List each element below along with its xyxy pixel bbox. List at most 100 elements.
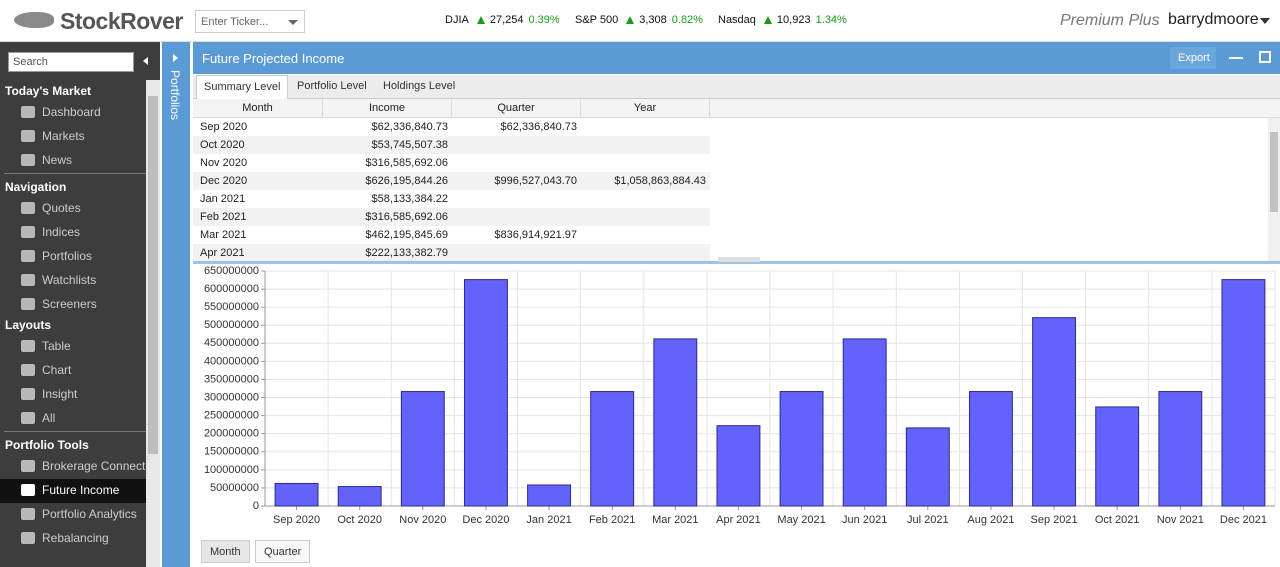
table-scroll-thumb: [1270, 132, 1278, 212]
y-tick-label: 550000000: [204, 301, 259, 313]
bar: [780, 392, 823, 506]
table-cell: $62,336,840.73: [323, 121, 448, 133]
nav-icon: [21, 226, 35, 238]
bar: [969, 392, 1012, 506]
bar: [1159, 392, 1202, 506]
bar: [591, 392, 634, 506]
chart: 0500000001000000001500000002000000002500…: [193, 264, 1280, 536]
bar: [717, 426, 760, 506]
index-value: 3,308: [639, 14, 667, 26]
nav-icon: [21, 106, 35, 118]
section-title: Navigation: [5, 180, 66, 194]
table-cell: $58,133,384.22: [323, 193, 448, 205]
nav-item[interactable]: Watchlists: [42, 273, 96, 287]
popout-icon[interactable]: [1259, 51, 1271, 63]
table-row: [193, 154, 710, 172]
table-cell: Feb 2021: [200, 211, 246, 223]
table-row: [193, 190, 710, 208]
y-tick-label: 50000000: [210, 482, 259, 494]
separator: [4, 431, 146, 432]
bar: [843, 339, 886, 506]
index-change: 0.39%: [529, 14, 560, 26]
y-tick-label: 350000000: [204, 373, 259, 385]
table-cell: $462,195,845.69: [323, 229, 448, 241]
index-name: Nasdaq: [718, 14, 756, 26]
bar: [1096, 407, 1139, 506]
nav-icon: [21, 460, 35, 472]
nav-icon: [21, 298, 35, 310]
x-tick-label: Oct 2020: [337, 514, 382, 526]
ticker-placeholder: Enter Ticker...: [201, 16, 268, 28]
column-header: Quarter: [452, 99, 581, 118]
dropdown-arrow: [288, 20, 298, 25]
tab[interactable]: Summary Level: [196, 75, 288, 99]
x-tick-label: Nov 2021: [1157, 514, 1204, 526]
search-placeholder: Search: [13, 56, 48, 68]
nav-item[interactable]: All: [42, 411, 55, 425]
x-tick-label: Apr 2021: [716, 514, 761, 526]
tab[interactable]: Portfolio Level: [290, 75, 374, 99]
nav-item[interactable]: Quotes: [42, 201, 81, 215]
table-cell: Oct 2020: [200, 139, 245, 151]
table-cell: $836,914,921.97: [452, 229, 577, 241]
nav-item[interactable]: Portfolio Analytics: [42, 507, 137, 521]
market-index: DJIA27,2540.39%: [445, 14, 560, 26]
nav-item[interactable]: Indices: [42, 225, 80, 239]
x-tick-label: May 2021: [777, 514, 825, 526]
expand-icon[interactable]: [1229, 57, 1243, 59]
portfolios-tab[interactable]: Portfolios: [168, 70, 182, 120]
y-tick-label: 150000000: [204, 446, 259, 458]
bar: [528, 485, 571, 506]
y-tick-label: 600000000: [204, 283, 259, 295]
y-tick-label: 100000000: [204, 464, 259, 476]
nav-item[interactable]: Brokerage Connect: [42, 459, 145, 473]
portfolios-strip: [162, 42, 190, 567]
button[interactable]: Month: [201, 540, 250, 563]
table-cell: Nov 2020: [200, 157, 247, 169]
portfolios-arrow: [173, 54, 178, 62]
logo-icon: [14, 12, 54, 28]
search-box[interactable]: Search: [8, 52, 134, 72]
export-label[interactable]: Export: [1178, 52, 1210, 64]
table-cell: Jan 2021: [200, 193, 245, 205]
x-tick-label: Oct 2021: [1095, 514, 1140, 526]
nav-item[interactable]: Portfolios: [42, 249, 92, 263]
nav-item[interactable]: Screeners: [42, 297, 97, 311]
collapse-arrow[interactable]: [143, 57, 148, 65]
nav-icon: [21, 154, 35, 166]
tab[interactable]: Holdings Level: [376, 75, 462, 99]
scroll-thumb: [148, 96, 158, 454]
table-cell: $53,745,507.38: [323, 139, 448, 151]
x-tick-label: Sep 2020: [273, 514, 320, 526]
nav-icon: [21, 340, 35, 352]
user[interactable]: barrydmoore: [1168, 11, 1259, 29]
ticker-input[interactable]: Enter Ticker...: [195, 10, 305, 33]
nav-item[interactable]: Future Income: [42, 483, 119, 497]
nav-item[interactable]: Table: [42, 339, 71, 353]
x-tick-label: Nov 2020: [399, 514, 446, 526]
nav-item[interactable]: Rebalancing: [42, 531, 109, 545]
nav-item[interactable]: Chart: [42, 363, 71, 377]
x-tick-label: Dec 2021: [1220, 514, 1267, 526]
nav-icon: [21, 508, 35, 520]
y-tick-label: 650000000: [204, 265, 259, 277]
nav-item[interactable]: Dashboard: [42, 105, 101, 119]
y-tick-label: 0: [253, 500, 259, 512]
y-tick-label: 300000000: [204, 391, 259, 403]
table-cell: Apr 2021: [200, 247, 245, 259]
nav-item[interactable]: News: [42, 153, 72, 167]
nav-item[interactable]: Markets: [42, 129, 85, 143]
button[interactable]: Quarter: [255, 540, 310, 563]
table-cell: Sep 2020: [200, 121, 247, 133]
index-change: 0.82%: [672, 14, 703, 26]
nav-item[interactable]: Insight: [42, 387, 77, 401]
table-row: [193, 136, 710, 154]
up-arrow: [764, 16, 772, 24]
column-header: Month: [193, 99, 323, 118]
table-cell: $62,336,840.73: [452, 121, 577, 133]
splitter-handle: [718, 257, 760, 262]
x-tick-label: Dec 2020: [462, 514, 509, 526]
table-cell: Mar 2021: [200, 229, 246, 241]
collapse-strip: [146, 42, 160, 80]
up-arrow: [626, 16, 634, 24]
